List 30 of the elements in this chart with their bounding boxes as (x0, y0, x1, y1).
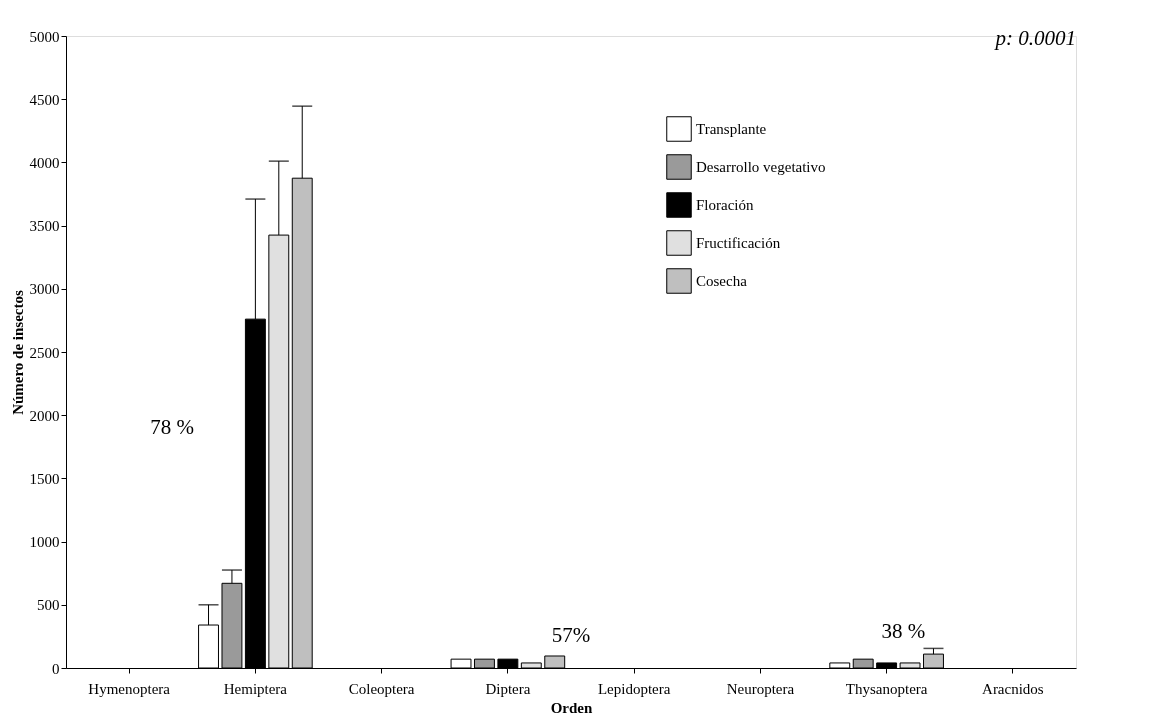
y-tick-label: 2500 (29, 344, 60, 361)
y-tick-label: 3000 (29, 281, 60, 298)
legend-label: Cosecha (696, 273, 748, 289)
y-tick-label: 500 (37, 597, 60, 614)
y-tick-label: 1500 (29, 470, 60, 487)
x-tick-label: Diptera (485, 680, 531, 697)
legend-label: Floración (696, 197, 754, 213)
x-tick-label: Hymenoptera (88, 680, 171, 697)
y-tick-label: 0 (52, 660, 60, 677)
y-tick-label: 3500 (29, 218, 60, 235)
legend-label: Transplante (696, 121, 767, 137)
annotation: 78 % (150, 414, 194, 439)
x-tick-label: Aracnidos (982, 680, 1044, 697)
legend-label: Desarrollo vegetativo (696, 159, 826, 175)
y-axis-title: Número de insectos (9, 289, 26, 415)
annotation: 57% (551, 622, 591, 647)
x-tick-label: Lepidoptera (597, 680, 671, 697)
x-tick-label: Thysanoptera (845, 680, 928, 697)
y-tick-label: 2000 (29, 407, 60, 424)
legend-label: Fructificación (696, 235, 781, 251)
y-tick-label: 1000 (29, 534, 60, 551)
x-axis-title: Orden (550, 699, 593, 716)
y-tick-label: 4500 (29, 91, 60, 108)
x-tick-label: Neuroptera (726, 680, 795, 697)
annotation: p: 0.0001 (993, 26, 1076, 50)
y-tick-label: 4000 (29, 154, 60, 171)
y-tick-label: 5000 (29, 28, 60, 45)
annotation: 38 % (881, 618, 926, 643)
x-tick-label: Coleoptera (348, 680, 415, 697)
x-tick-label: Hemiptera (223, 680, 288, 697)
